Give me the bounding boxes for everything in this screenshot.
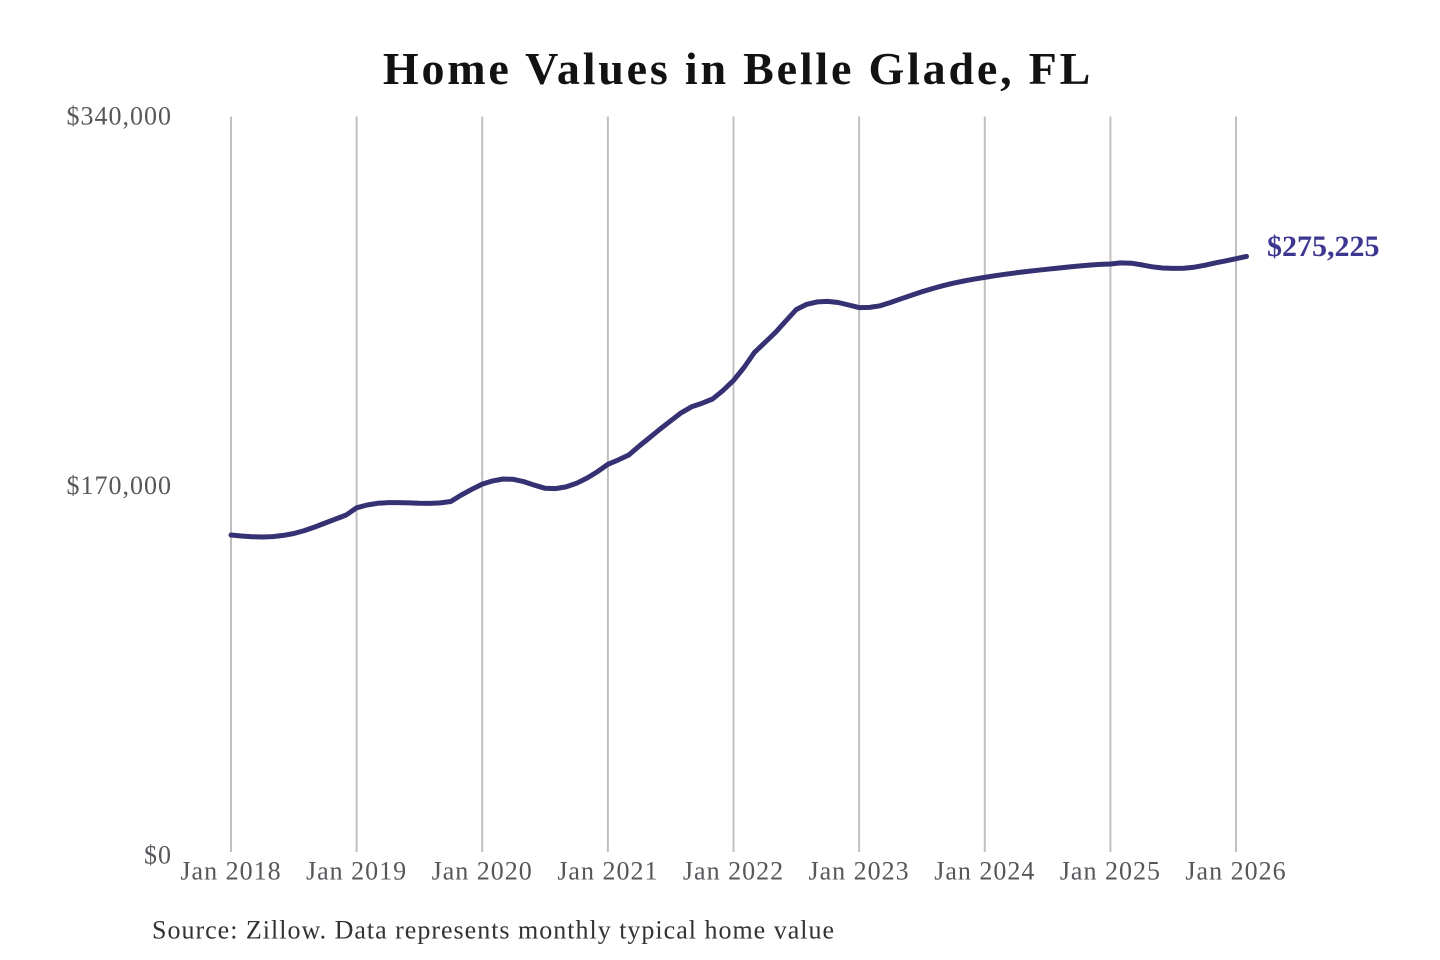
svg-text:Home Values in Belle Glade, FL: Home Values in Belle Glade, FL [383,43,1093,94]
svg-text:Jan 2024: Jan 2024 [934,857,1035,886]
svg-text:Jan 2021: Jan 2021 [557,857,658,886]
svg-text:Jan 2023: Jan 2023 [809,857,910,886]
svg-text:$0: $0 [144,841,172,870]
svg-text:Jan 2019: Jan 2019 [306,857,407,886]
svg-text:$340,000: $340,000 [67,101,173,130]
svg-text:$275,225: $275,225 [1267,230,1380,263]
svg-text:Jan 2025: Jan 2025 [1060,857,1161,886]
svg-text:Jan 2020: Jan 2020 [432,857,533,886]
svg-text:Jan 2022: Jan 2022 [683,857,784,886]
svg-text:$170,000: $170,000 [67,471,173,500]
svg-text:Jan 2026: Jan 2026 [1185,857,1286,886]
svg-text:Source: Zillow. Data represent: Source: Zillow. Data represents monthly … [152,915,835,944]
svg-text:Jan 2018: Jan 2018 [180,857,281,886]
